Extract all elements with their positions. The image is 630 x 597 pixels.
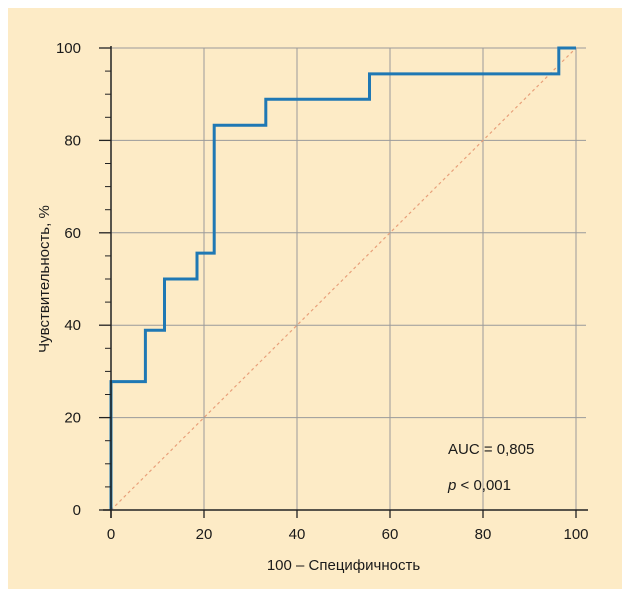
x-tick-label: 20: [196, 526, 213, 543]
p-value: < 0,001: [456, 477, 511, 494]
y-axis-title: Чувствительность, %: [36, 205, 53, 353]
x-axis-ticks: 0 20 40 60 80 100: [107, 510, 589, 543]
y-tick-label: 80: [64, 132, 81, 149]
x-tick-label: 80: [475, 526, 492, 543]
auc-annotation: AUC = 0,805: [448, 441, 534, 458]
reference-diagonal-line: [110, 47, 577, 511]
y-tick-label: 20: [64, 410, 81, 427]
y-tick-label: 100: [56, 40, 81, 57]
p-value-annotation: p < 0,001: [447, 477, 511, 494]
grid-vertical: [203, 48, 577, 510]
y-tick-label: 60: [64, 225, 81, 242]
x-tick-label: 60: [382, 526, 399, 543]
roc-chart: 0 20 40 60 80 100 0 20 40 60 80 100 100 – Специфич…: [36, 40, 589, 574]
y-tick-label: 0: [73, 502, 81, 519]
x-tick-label: 0: [107, 526, 115, 543]
y-axis-ticks: 0 20 40 60 80 100: [56, 40, 111, 519]
chart-panel: 0 20 40 60 80 100 0 20 40 60 80 100 100 – Специфич…: [8, 8, 622, 589]
grid-horizontal: [111, 47, 586, 419]
x-tick-label: 100: [563, 526, 588, 543]
y-axis-minor-ticks: [105, 70, 111, 488]
y-tick-label: 40: [64, 317, 81, 334]
x-axis-title: 100 – Специфичность: [267, 557, 421, 574]
roc-curve-line: [109, 46, 576, 510]
p-symbol: p: [447, 477, 456, 494]
x-tick-label: 40: [289, 526, 306, 543]
